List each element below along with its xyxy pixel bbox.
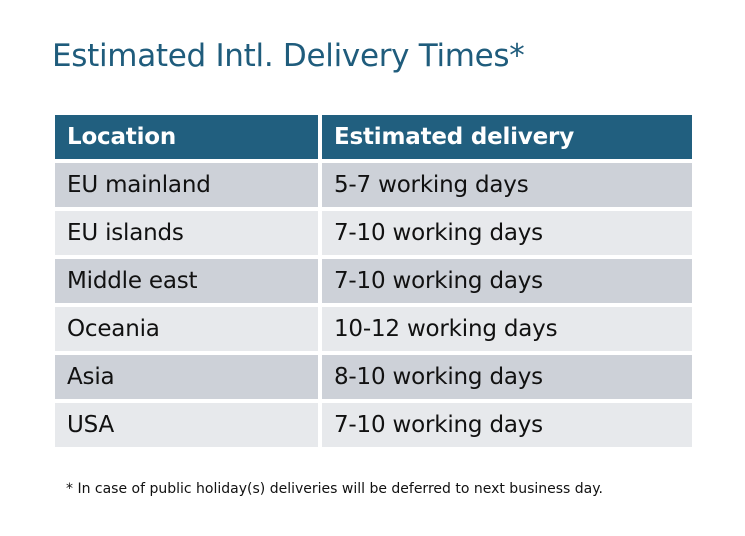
header-location: Location	[55, 115, 318, 159]
delivery-cell: 10-12 working days	[322, 307, 692, 351]
delivery-cell: 7-10 working days	[322, 403, 692, 447]
footnote: * In case of public holiday(s) deliverie…	[66, 481, 603, 497]
page-title: Estimated Intl. Delivery Times*	[52, 38, 525, 74]
table-row: EU mainland 5-7 working days	[55, 163, 692, 207]
table-row: Middle east 7-10 working days	[55, 259, 692, 303]
delivery-table: Location Estimated delivery EU mainland …	[51, 111, 696, 451]
delivery-cell: 7-10 working days	[322, 259, 692, 303]
delivery-cell: 5-7 working days	[322, 163, 692, 207]
location-cell: EU islands	[55, 211, 318, 255]
table-row: USA 7-10 working days	[55, 403, 692, 447]
location-cell: Oceania	[55, 307, 318, 351]
delivery-cell: 8-10 working days	[322, 355, 692, 399]
location-cell: Middle east	[55, 259, 318, 303]
location-cell: Asia	[55, 355, 318, 399]
location-cell: USA	[55, 403, 318, 447]
header-estimated-delivery: Estimated delivery	[322, 115, 692, 159]
table-row: Asia 8-10 working days	[55, 355, 692, 399]
table-row: EU islands 7-10 working days	[55, 211, 692, 255]
table-row: Oceania 10-12 working days	[55, 307, 692, 351]
delivery-cell: 7-10 working days	[322, 211, 692, 255]
table-header-row: Location Estimated delivery	[55, 115, 692, 159]
location-cell: EU mainland	[55, 163, 318, 207]
